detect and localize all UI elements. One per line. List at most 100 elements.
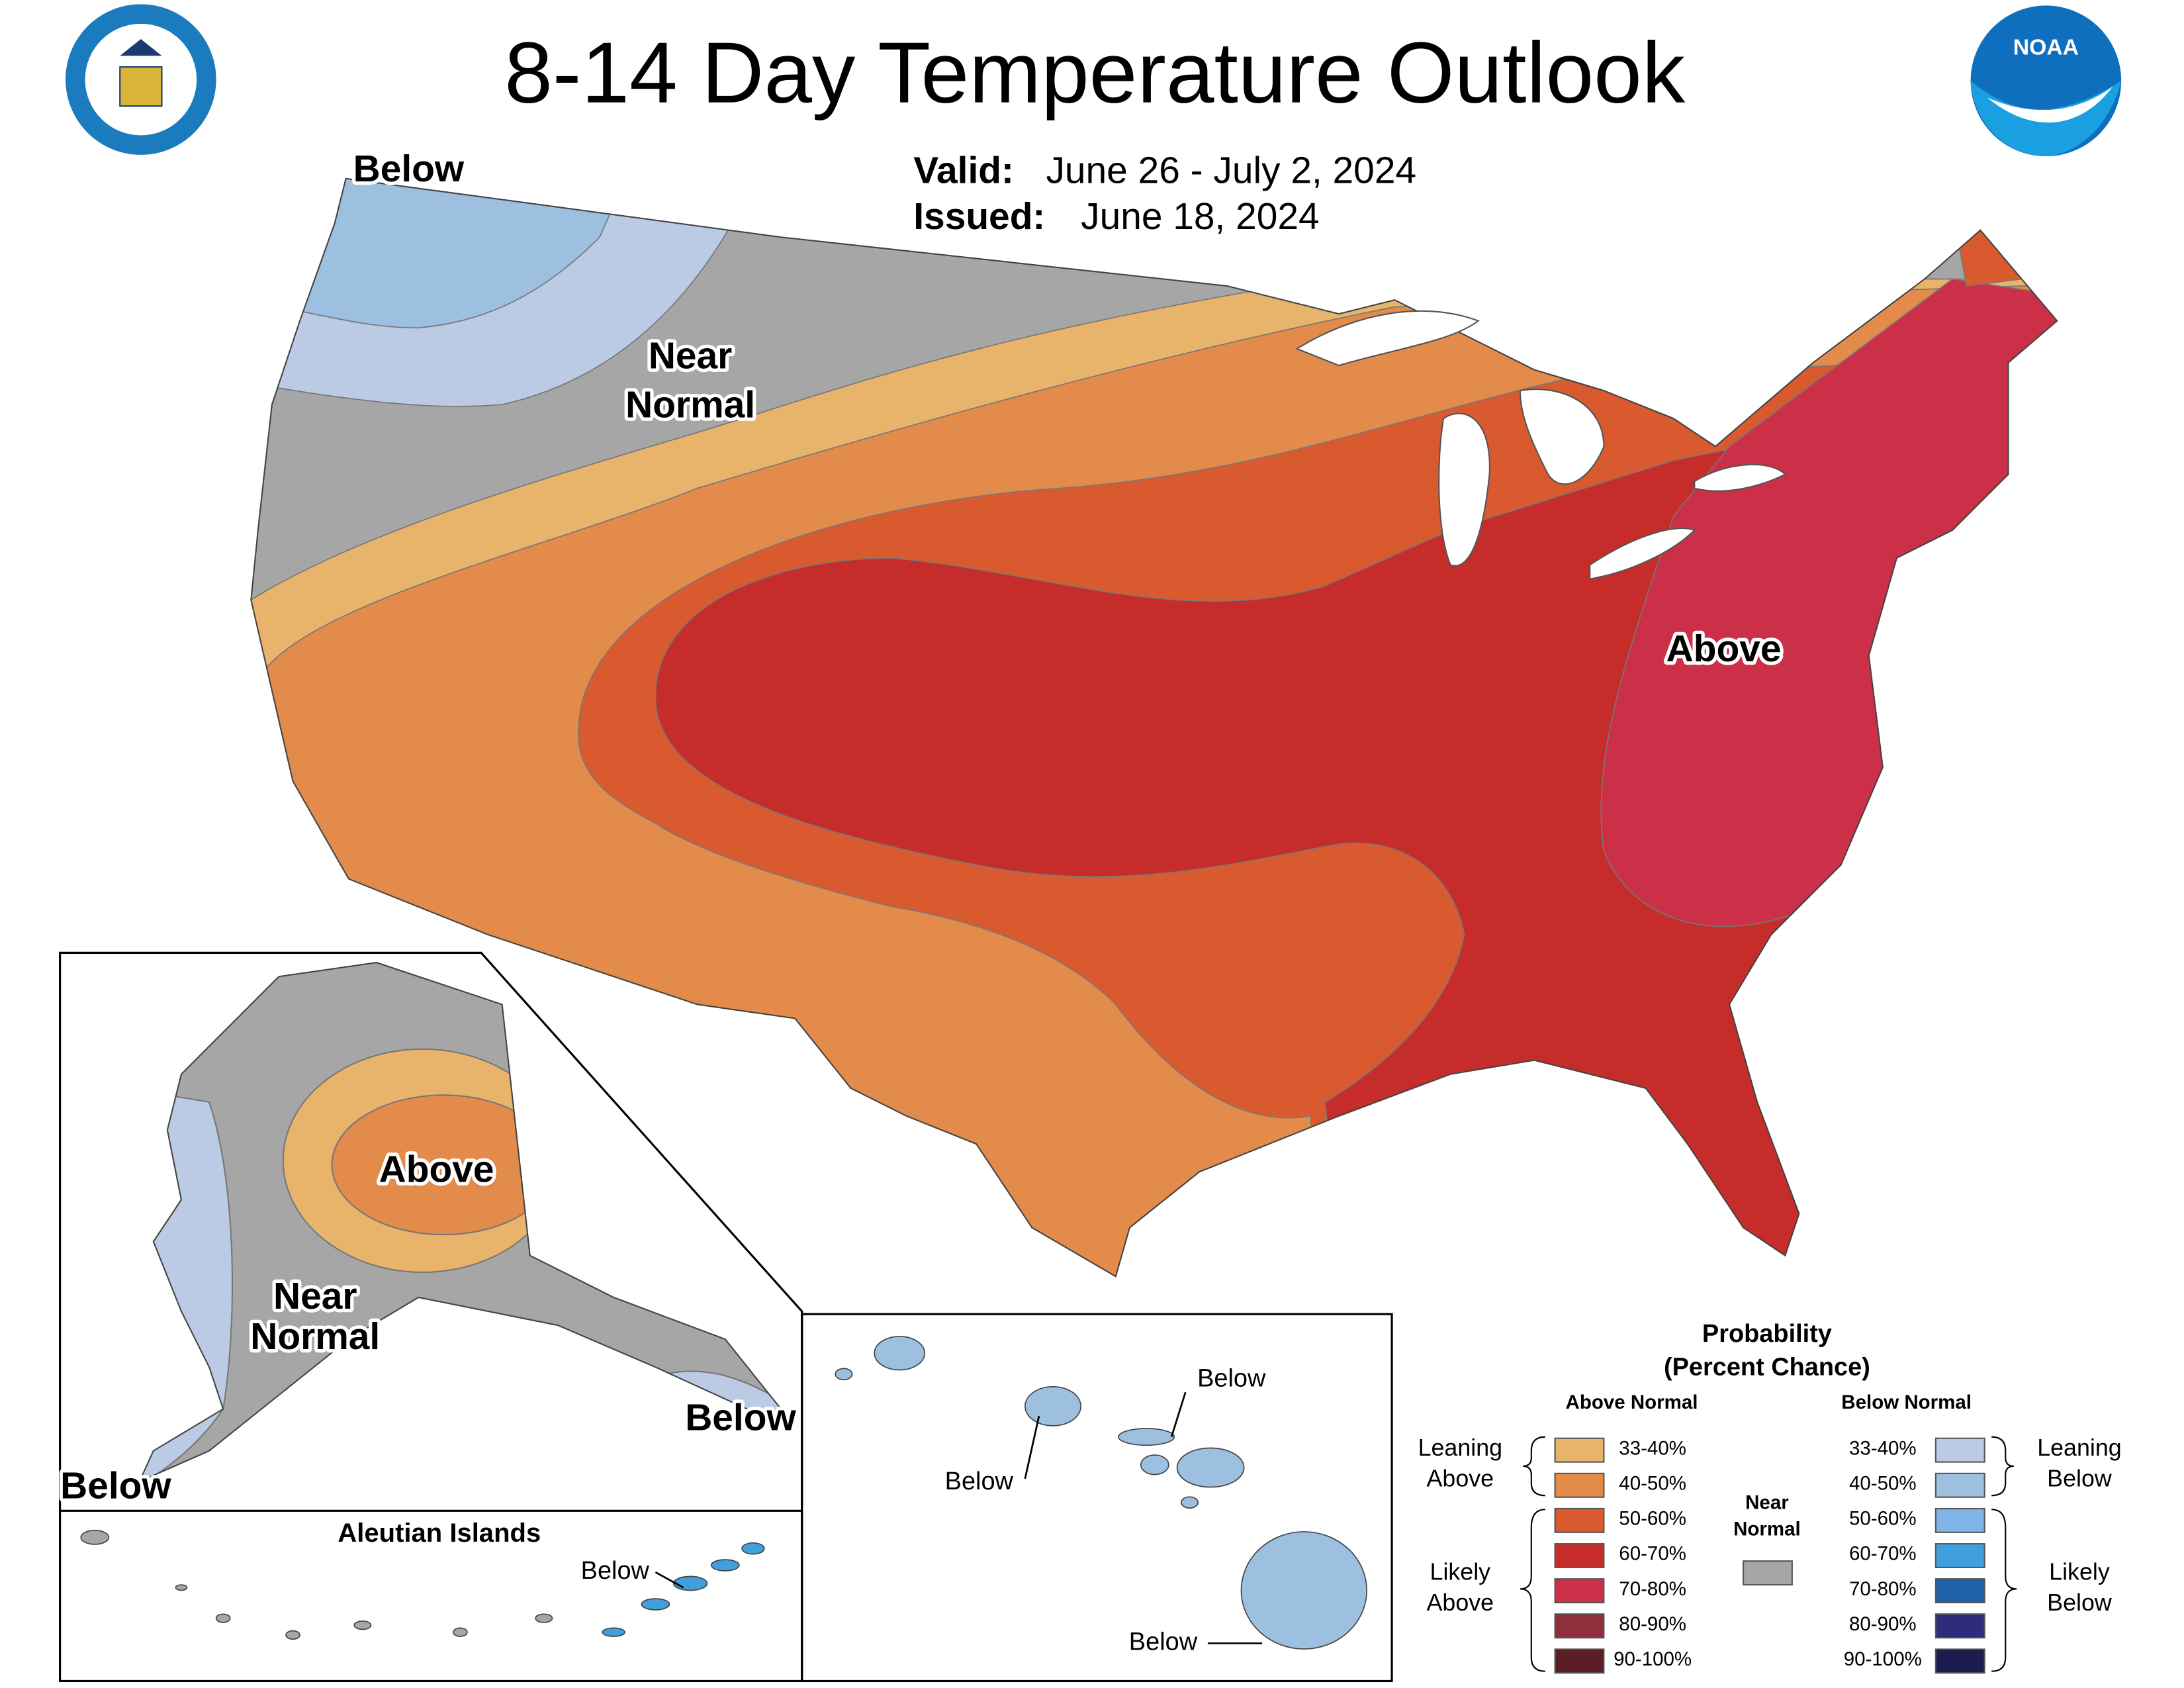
island (710, 1559, 740, 1571)
legend-swatch (1554, 1648, 1605, 1674)
legend-label: 70-80% (1849, 1578, 1917, 1600)
legend-label: Normal (1733, 1519, 1801, 1540)
legend-label: Near (1745, 1492, 1789, 1514)
island (741, 1542, 765, 1555)
legend-swatch (1554, 1613, 1605, 1639)
legend-label: 90-100% (1844, 1648, 1922, 1670)
title: 8-14 Day Temperature Outlook (504, 24, 1686, 121)
legend-swatch (1934, 1648, 1985, 1674)
great-lakes (1295, 310, 1787, 580)
region-label: Above (1666, 628, 1782, 670)
legend-group: Above (1427, 1589, 1494, 1616)
legend-label: 50-60% (1849, 1508, 1917, 1530)
issued-value: June 18, 2024 (1081, 195, 1320, 238)
region-label: Below (1129, 1628, 1198, 1656)
region-labels: BelowNearNormalAboveAboveNearNormalBelow… (57, 144, 1785, 1659)
island (1024, 1385, 1081, 1427)
region-label: Normal (250, 1315, 380, 1358)
island (175, 1584, 188, 1591)
island (215, 1613, 231, 1623)
legend-swatch (1934, 1613, 1985, 1639)
noaa-logo: NOAA (1970, 5, 2122, 157)
island (535, 1613, 553, 1623)
island (1181, 1496, 1199, 1509)
legend-group: Likely (2049, 1559, 2110, 1585)
legend-title: Probability (1702, 1320, 1832, 1348)
legend-swatch (1554, 1543, 1605, 1568)
legend-swatch (1554, 1472, 1605, 1498)
legend-group: Likely (1430, 1559, 1491, 1585)
legend-label: 70-80% (1619, 1578, 1686, 1600)
region-label: Normal (625, 383, 755, 426)
legend-swatch (1743, 1560, 1793, 1586)
legend-title: (Percent Chance) (1664, 1353, 1870, 1381)
region-label: Near (649, 335, 732, 377)
legend-swatch (1934, 1472, 1985, 1498)
legend-group: Below (2047, 1589, 2112, 1616)
region-label: Below (353, 148, 465, 190)
region-label: Below (581, 1557, 650, 1585)
legend-swatch (1934, 1507, 1985, 1533)
legend-label: 80-90% (1619, 1613, 1686, 1635)
legend-header: Above Normal (1566, 1391, 1698, 1413)
legend-group: Leaning (1418, 1434, 1502, 1461)
legend-swatch (1554, 1507, 1605, 1533)
legend-header: Below Normal (1841, 1391, 1972, 1413)
legend-brace (1991, 1436, 2014, 1497)
region-label: Near (273, 1275, 357, 1317)
inset-frames (59, 951, 1393, 1683)
legend-label: 33-40% (1619, 1437, 1686, 1459)
legend-swatch (1934, 1437, 1985, 1463)
region-label: Below (945, 1468, 1014, 1495)
island (285, 1630, 300, 1640)
doc-seal (66, 4, 216, 155)
valid-value: June 26 - July 2, 2024 (1046, 149, 1416, 191)
island (453, 1627, 468, 1637)
legend-label: 60-70% (1849, 1543, 1917, 1565)
legend-label: 40-50% (1849, 1473, 1917, 1495)
island (1140, 1454, 1169, 1476)
legend-swatch (1554, 1437, 1605, 1463)
legend-label: 60-70% (1619, 1543, 1686, 1565)
legend-label: 90-100% (1614, 1648, 1692, 1670)
legend-brace (1523, 1436, 1545, 1497)
islands (80, 1336, 1367, 1650)
legend-swatch (1934, 1543, 1985, 1568)
aleutian-title: Aleutian Islands (338, 1519, 541, 1548)
island (835, 1368, 853, 1381)
noaa-text: NOAA (2013, 35, 2079, 60)
legend-group: Below (2047, 1465, 2112, 1491)
conus-outline (250, 177, 2058, 1278)
island (1240, 1531, 1367, 1650)
leader-lines (655, 1391, 1263, 1644)
island (1118, 1428, 1175, 1446)
legend-label: 80-90% (1849, 1613, 1917, 1635)
legend-swatch (1554, 1578, 1605, 1604)
legend-swatch (1934, 1578, 1985, 1604)
valid-label: Valid: (913, 149, 1014, 191)
legend-label: 50-60% (1619, 1508, 1686, 1530)
island (1176, 1447, 1245, 1488)
region-label: Below (60, 1465, 171, 1507)
issued-label: Issued: (913, 195, 1045, 238)
island (602, 1627, 625, 1637)
legend-brace (1520, 1509, 1545, 1672)
legend: Probability (Percent Chance) Above Normal B… (1418, 1320, 2122, 1674)
legend-label: 40-50% (1619, 1473, 1686, 1495)
island (641, 1598, 670, 1611)
region-label: Below (685, 1396, 796, 1438)
legend-group: Leaning (2037, 1434, 2121, 1461)
legend-label: 33-40% (1849, 1437, 1917, 1459)
legend-group: Above (1427, 1465, 1494, 1491)
island (353, 1620, 372, 1630)
region-label: Above (379, 1148, 494, 1190)
island (80, 1530, 110, 1545)
legend-brace (1991, 1509, 2017, 1672)
island (672, 1575, 708, 1591)
island (874, 1336, 925, 1371)
region-label: Below (1197, 1364, 1266, 1392)
alaska-outline (138, 962, 783, 1483)
